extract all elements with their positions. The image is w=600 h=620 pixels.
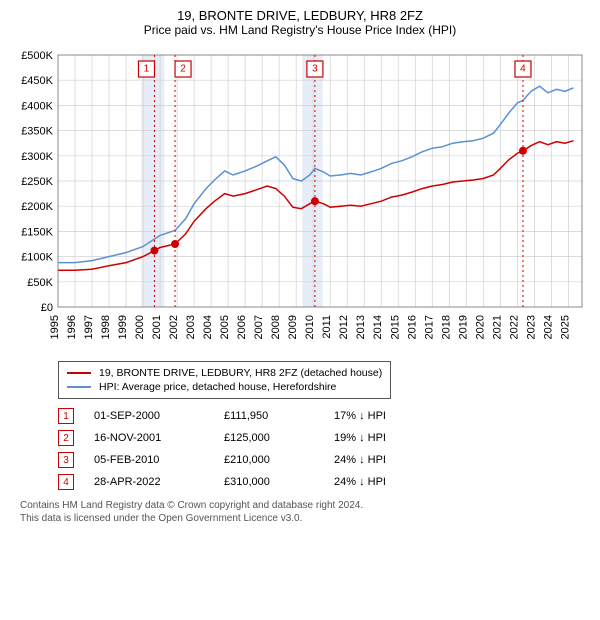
x-tick-label: 2009 (287, 315, 299, 339)
chart-svg: £0 £50K £100K £150K £200K £250K £300K £350K £400… (10, 45, 590, 355)
transaction-delta: 19% ↓ HPI (334, 432, 424, 444)
y-tick-label: £450K (21, 75, 53, 87)
x-tick-label: 2001 (151, 315, 163, 339)
transaction-price: £111,950 (224, 410, 314, 422)
x-tick-label: 2019 (457, 315, 469, 339)
chart-title: 19, BRONTE DRIVE, LEDBURY, HR8 2FZ (10, 8, 590, 23)
legend-swatch (67, 386, 91, 388)
transaction-row: 3 05-FEB-2010 £210,000 24% ↓ HPI (58, 449, 590, 471)
legend-row: HPI: Average price, detached house, Here… (67, 380, 382, 394)
x-tick-label: 2004 (202, 315, 214, 339)
legend: 19, BRONTE DRIVE, LEDBURY, HR8 2FZ (deta… (58, 361, 391, 399)
x-tick-label: 2021 (491, 315, 503, 339)
x-tick-label: 2007 (253, 315, 265, 339)
transaction-row: 2 16-NOV-2001 £125,000 19% ↓ HPI (58, 427, 590, 449)
x-tick-label: 2018 (440, 315, 452, 339)
transaction-index: 4 (58, 474, 74, 490)
x-tick-label: 2002 (168, 315, 180, 339)
transaction-date: 16-NOV-2001 (94, 432, 204, 444)
x-tick-label: 2024 (542, 315, 554, 339)
transaction-price: £125,000 (224, 432, 314, 444)
x-tick-label: 2015 (389, 315, 401, 339)
x-tick-label: 1996 (66, 315, 78, 339)
marker-dot-2 (171, 240, 179, 248)
marker-dot-1 (150, 247, 158, 255)
x-tick-label: 2013 (355, 315, 367, 339)
transaction-date: 01-SEP-2000 (94, 410, 204, 422)
transaction-price: £210,000 (224, 454, 314, 466)
y-tick-label: £200K (21, 201, 53, 213)
y-tick-label: £150K (21, 226, 53, 238)
y-tick-label: £0 (41, 302, 53, 314)
transaction-delta: 24% ↓ HPI (334, 454, 424, 466)
footer-line-1: Contains HM Land Registry data © Crown c… (20, 499, 590, 512)
y-tick-label: £350K (21, 126, 53, 138)
transaction-index: 3 (58, 452, 74, 468)
transaction-index: 1 (58, 408, 74, 424)
transaction-row: 4 28-APR-2022 £310,000 24% ↓ HPI (58, 471, 590, 493)
y-tick-label: £250K (21, 176, 53, 188)
figure-container: 19, BRONTE DRIVE, LEDBURY, HR8 2FZ Price… (0, 0, 600, 535)
x-tick-label: 2020 (474, 315, 486, 339)
x-tick-label: 2008 (270, 315, 282, 339)
x-tick-label: 2016 (406, 315, 418, 339)
y-tick-label: £300K (21, 151, 53, 163)
y-tick-label: £500K (21, 50, 53, 62)
chart-area: £0 £50K £100K £150K £200K £250K £300K £350K £400… (10, 45, 590, 355)
marker-label-2: 2 (180, 64, 186, 75)
x-tick-label: 2006 (236, 315, 248, 339)
transaction-date: 05-FEB-2010 (94, 454, 204, 466)
chart-subtitle: Price paid vs. HM Land Registry's House … (10, 23, 590, 37)
x-tick-label: 2011 (321, 315, 333, 339)
legend-row: 19, BRONTE DRIVE, LEDBURY, HR8 2FZ (deta… (67, 366, 382, 380)
marker-dot-3 (311, 197, 319, 205)
marker-label-3: 3 (312, 64, 318, 75)
x-tick-label: 1999 (117, 315, 129, 339)
x-tick-label: 2014 (372, 315, 384, 339)
legend-text: 19, BRONTE DRIVE, LEDBURY, HR8 2FZ (deta… (99, 367, 382, 379)
x-tick-label: 2003 (185, 315, 197, 339)
x-tick-label: 2010 (304, 315, 316, 339)
transaction-delta: 24% ↓ HPI (334, 476, 424, 488)
footer-line-2: This data is licensed under the Open Gov… (20, 512, 590, 525)
transaction-index: 2 (58, 430, 74, 446)
x-tick-label: 1998 (100, 315, 112, 339)
transaction-row: 1 01-SEP-2000 £111,950 17% ↓ HPI (58, 405, 590, 427)
y-tick-label: £100K (21, 252, 53, 264)
transaction-date: 28-APR-2022 (94, 476, 204, 488)
x-tick-label: 2000 (134, 315, 146, 339)
x-tick-label: 1995 (49, 315, 61, 339)
x-tick-label: 2012 (338, 315, 350, 339)
marker-dot-4 (519, 147, 527, 155)
transaction-price: £310,000 (224, 476, 314, 488)
y-tick-label: £50K (27, 277, 53, 289)
legend-text: HPI: Average price, detached house, Here… (99, 381, 336, 393)
legend-swatch (67, 372, 91, 374)
x-tick-label: 2005 (219, 315, 231, 339)
x-tick-label: 2025 (559, 315, 571, 339)
x-tick-label: 2023 (525, 315, 537, 339)
x-tick-label: 2022 (508, 315, 520, 339)
x-tick-label: 2017 (423, 315, 435, 339)
x-tick-label: 1997 (83, 315, 95, 339)
marker-label-4: 4 (520, 64, 526, 75)
transactions-table: 1 01-SEP-2000 £111,950 17% ↓ HPI 2 16-NOV-200… (58, 405, 590, 493)
transaction-delta: 17% ↓ HPI (334, 410, 424, 422)
y-tick-label: £400K (21, 100, 53, 112)
footer: Contains HM Land Registry data © Crown c… (20, 499, 590, 525)
marker-label-1: 1 (144, 64, 150, 75)
